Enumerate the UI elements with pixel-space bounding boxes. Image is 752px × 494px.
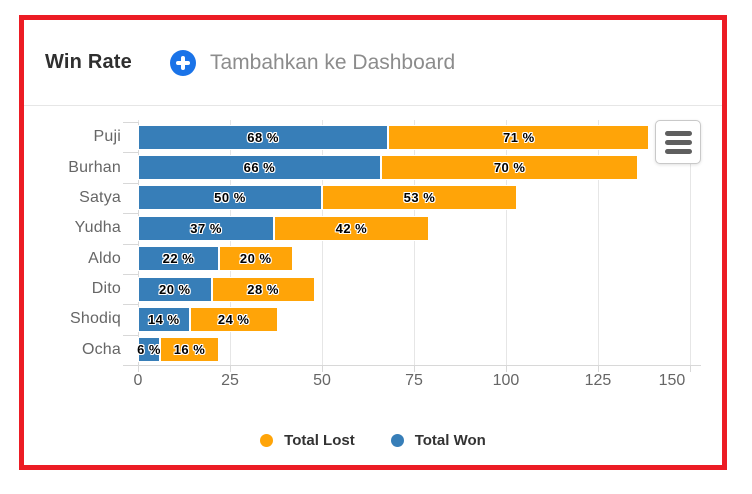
gridline-125	[597, 120, 599, 365]
x-axis-tick-75	[413, 366, 415, 372]
data-label: 37 %	[190, 220, 222, 236]
legend-marker-icon	[390, 433, 404, 447]
hamburger-bar	[664, 148, 692, 154]
data-label: 50 %	[214, 190, 246, 206]
category-label-satya: Satya	[79, 188, 121, 206]
legend-label: Total Won	[414, 431, 486, 449]
y-axis-line	[138, 122, 139, 365]
card-header: Win Rate Tambahkan ke Dashboard	[24, 20, 722, 106]
category-label-puji: Puji	[93, 128, 121, 146]
x-axis-label-25: 25	[221, 372, 239, 389]
category-label-burhan: Burhan	[68, 158, 121, 176]
category-label-ocha: Ocha	[81, 340, 121, 358]
plot-area: 68 % 71 % 66 % 70 % 50 % 53 % 37 % 42 % 22 % 20 %…	[123, 120, 701, 372]
legend-marker-icon	[260, 433, 274, 447]
bar-total-lost-shodiq[interactable]: 24 %	[189, 306, 278, 332]
bar-total-won-yudha[interactable]: 37 %	[138, 215, 275, 241]
x-axis-tick-50	[321, 366, 323, 372]
data-label: 14 %	[147, 311, 180, 327]
legend: Total Lost Total Won	[24, 428, 722, 452]
data-label: 20 %	[158, 281, 191, 297]
data-label: 20 %	[239, 251, 272, 267]
x-axis-tick-150	[689, 366, 691, 372]
y-axis-tick	[123, 182, 138, 184]
x-axis-label-125: 125	[584, 372, 612, 389]
hamburger-bar	[664, 139, 692, 145]
bar-total-won-satya[interactable]: 50 %	[138, 185, 322, 211]
y-axis-tick	[123, 152, 138, 154]
x-axis-tick-25	[229, 366, 231, 372]
add-to-dashboard-label: Tambahkan ke Dashboard	[209, 50, 456, 74]
data-label: 22 %	[162, 251, 195, 267]
bar-total-lost-puji[interactable]: 71 %	[388, 124, 650, 150]
gridline-25	[229, 120, 231, 365]
data-label: 68 %	[247, 129, 279, 145]
bar-total-won-aldo[interactable]: 22 %	[138, 246, 219, 272]
bar-total-lost-aldo[interactable]: 20 %	[218, 246, 293, 272]
x-axis-label-0: 0	[133, 372, 143, 389]
gridline-150	[689, 120, 691, 365]
category-label-shodiq: Shodiq	[69, 310, 121, 328]
x-axis-line	[138, 365, 701, 366]
category-label-aldo: Aldo	[88, 249, 121, 267]
y-axis-tick	[123, 122, 138, 123]
y-axis-tick	[123, 213, 138, 215]
x-axis-label-50: 50	[313, 372, 331, 389]
bar-total-lost-satya[interactable]: 53 %	[321, 185, 517, 211]
x-axis-label-150: 150	[658, 372, 686, 389]
legend-item-total-lost[interactable]: Total Lost	[260, 432, 355, 449]
gridline-75	[413, 120, 415, 365]
data-label: 16 %	[173, 342, 206, 358]
y-axis-tick	[123, 304, 138, 306]
legend-label: Total Lost	[284, 431, 355, 449]
plus-circle-icon	[169, 49, 196, 76]
gridline-100	[505, 120, 507, 365]
bar-total-won-burhan[interactable]: 66 %	[138, 155, 381, 181]
data-label: 6 %	[137, 342, 161, 358]
bar-total-won-dito[interactable]: 20 %	[138, 276, 212, 302]
dashboard-card: Win Rate Tambahkan ke Dashboard Puji Burh…	[19, 15, 727, 470]
bar-total-won-puji[interactable]: 68 %	[138, 124, 389, 150]
hamburger-menu-icon	[664, 130, 692, 154]
bar-total-lost-ocha[interactable]: 16 %	[160, 337, 219, 363]
y-axis-tick	[123, 273, 138, 275]
data-label: 24 %	[217, 311, 250, 327]
data-label: 71 %	[503, 129, 535, 145]
y-axis-tick	[123, 365, 138, 366]
y-axis-category-labels: Puji Burhan Satya Yudha Aldo Dito Shodiq Ocha	[24, 122, 121, 365]
data-label: 42 %	[335, 220, 368, 236]
hamburger-bar	[664, 130, 692, 136]
x-axis-label-100: 100	[492, 372, 520, 389]
bar-total-lost-dito[interactable]: 28 %	[211, 276, 315, 302]
data-label: 53 %	[403, 190, 436, 206]
bar-total-won-shodiq[interactable]: 14 %	[138, 306, 190, 332]
y-axis-tick	[123, 243, 138, 245]
data-label: 70 %	[493, 160, 526, 176]
category-label-dito: Dito	[91, 280, 121, 298]
legend-item-total-won[interactable]: Total Won	[390, 431, 486, 449]
data-label: 28 %	[247, 281, 279, 297]
category-label-yudha: Yudha	[74, 219, 121, 237]
x-axis-label-75: 75	[405, 372, 423, 389]
bar-total-lost-burhan[interactable]: 70 %	[380, 155, 639, 181]
data-label: 66 %	[243, 160, 276, 176]
add-to-dashboard-button[interactable]: Tambahkan ke Dashboard	[169, 49, 456, 76]
x-axis-tick-100	[505, 366, 507, 372]
x-axis-labels: 0 25 50 75 100 125 150	[134, 372, 701, 392]
chart-context-menu-button[interactable]	[655, 120, 701, 164]
x-axis-tick-0	[138, 366, 139, 372]
gridline-50	[321, 120, 323, 365]
x-axis-tick-125	[597, 366, 599, 372]
bar-total-won-ocha[interactable]: 6 %	[137, 337, 161, 363]
bar-total-lost-yudha[interactable]: 42 %	[274, 215, 429, 241]
chart-title: Win Rate	[45, 51, 132, 73]
y-axis-tick	[123, 334, 138, 336]
